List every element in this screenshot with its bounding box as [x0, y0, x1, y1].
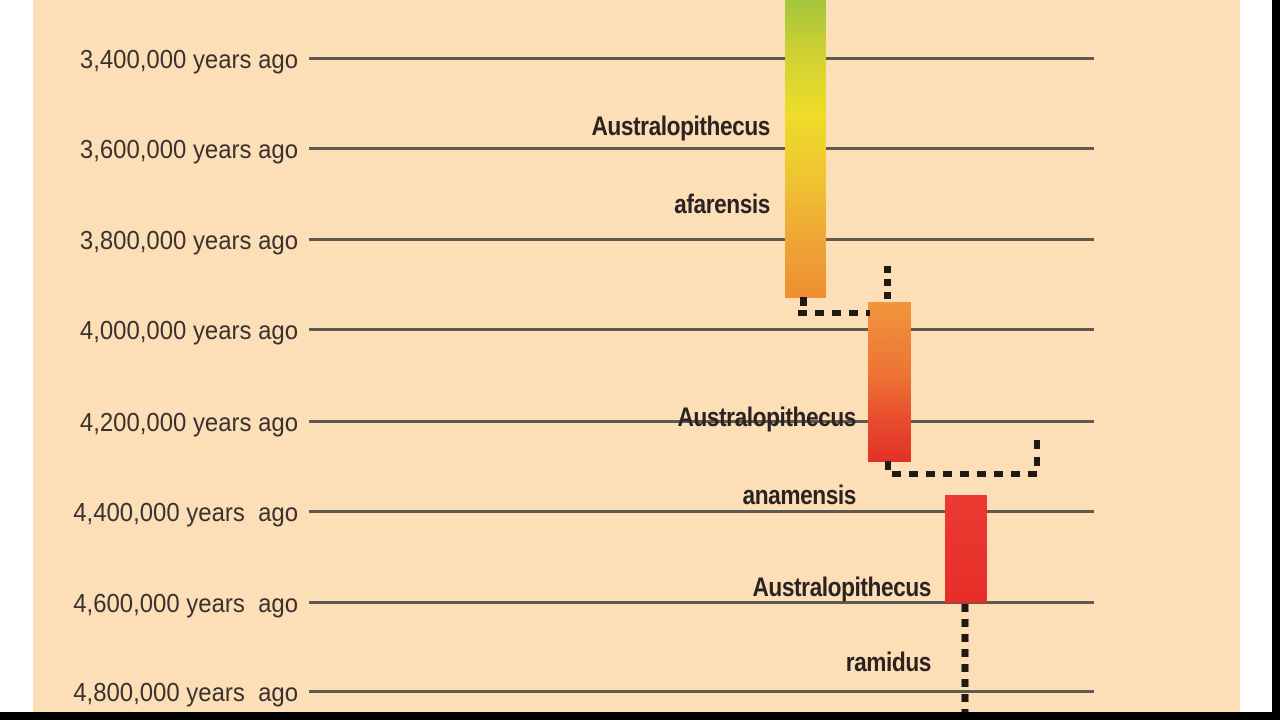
range-bar-anamensis [868, 302, 911, 462]
grid-line-3600000 [309, 147, 1094, 150]
species-epithet: ramidus [845, 647, 932, 677]
grid-line-4800000 [309, 690, 1094, 693]
axis-label-4400000: 4,400,000 years ago [73, 497, 298, 527]
axis-label-4600000: 4,600,000 years ago [73, 588, 298, 618]
grid-line-4200000 [309, 420, 1094, 423]
axis-label-4000000: 4,000,000 years ago [79, 315, 298, 345]
species-label-anamensis: Australopithecus anamensis [562, 352, 856, 534]
species-epithet: afarensis [674, 189, 770, 219]
axis-label-3400000: 3,400,000 years ago [79, 44, 298, 74]
species-genus: Australopithecus [752, 572, 931, 602]
species-label-ramidus: Australopithecus ramidus [637, 525, 931, 700]
axis-label-3600000: 3,600,000 years ago [79, 134, 298, 164]
species-epithet: anamensis [742, 480, 857, 510]
species-genus: Australopithecus [591, 111, 770, 141]
grid-line-4600000 [309, 601, 1094, 604]
grid-line-3400000 [309, 57, 1094, 60]
range-bar-afarensis [785, 0, 826, 298]
species-genus: Australopithecus [677, 402, 856, 432]
range-bar-ramidus [945, 495, 987, 603]
grid-line-4400000 [309, 510, 1094, 513]
axis-label-4200000: 4,200,000 years ago [79, 407, 298, 437]
axis-label-3800000: 3,800,000 years ago [79, 225, 298, 255]
grid-line-4000000 [309, 328, 1094, 331]
chart-canvas [33, 0, 1240, 712]
species-label-afarensis: Australopithecus afarensis [476, 61, 770, 243]
grid-line-3800000 [309, 238, 1094, 241]
axis-label-4800000: 4,800,000 years ago [73, 677, 298, 707]
